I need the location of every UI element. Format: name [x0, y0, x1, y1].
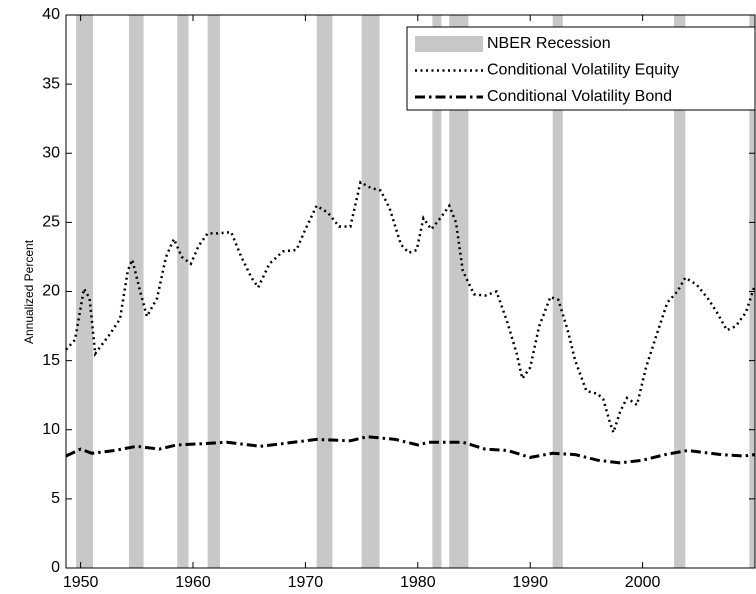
recession-band	[128, 15, 144, 568]
y-tick-label: 25	[42, 214, 60, 231]
y-tick-label: 20	[42, 283, 60, 300]
recession-band	[361, 15, 380, 568]
y-tick-label: 40	[42, 6, 60, 23]
recession-band	[674, 15, 686, 568]
y-tick-label: 30	[42, 144, 60, 161]
x-tick-label: 1980	[400, 574, 436, 591]
y-tick-label: 10	[42, 421, 60, 438]
recession-band	[207, 15, 220, 568]
y-axis-label: Annualized Percent	[22, 239, 36, 344]
recession-band	[316, 15, 333, 568]
legend-label: NBER Recession	[487, 35, 611, 52]
recession-band	[432, 15, 442, 568]
recession-band	[552, 15, 563, 568]
y-tick-label: 5	[51, 490, 60, 507]
x-tick-label: 1960	[175, 574, 211, 591]
x-tick-label: 2000	[625, 574, 661, 591]
legend-swatch	[415, 36, 483, 52]
x-tick-label: 1950	[63, 574, 99, 591]
x-tick-label: 1990	[512, 574, 548, 591]
series-line	[65, 435, 756, 465]
series-line	[65, 180, 756, 437]
legend-label: Conditional Volatility Bond	[487, 88, 672, 105]
x-tick-label: 1970	[288, 574, 324, 591]
recession-band	[177, 15, 189, 568]
y-tick-label: 35	[42, 75, 60, 92]
y-tick-label: 15	[42, 352, 60, 369]
y-tick-label: 0	[51, 559, 60, 576]
recession-band	[449, 15, 469, 568]
legend-label: Conditional Volatility Equity	[487, 62, 679, 79]
